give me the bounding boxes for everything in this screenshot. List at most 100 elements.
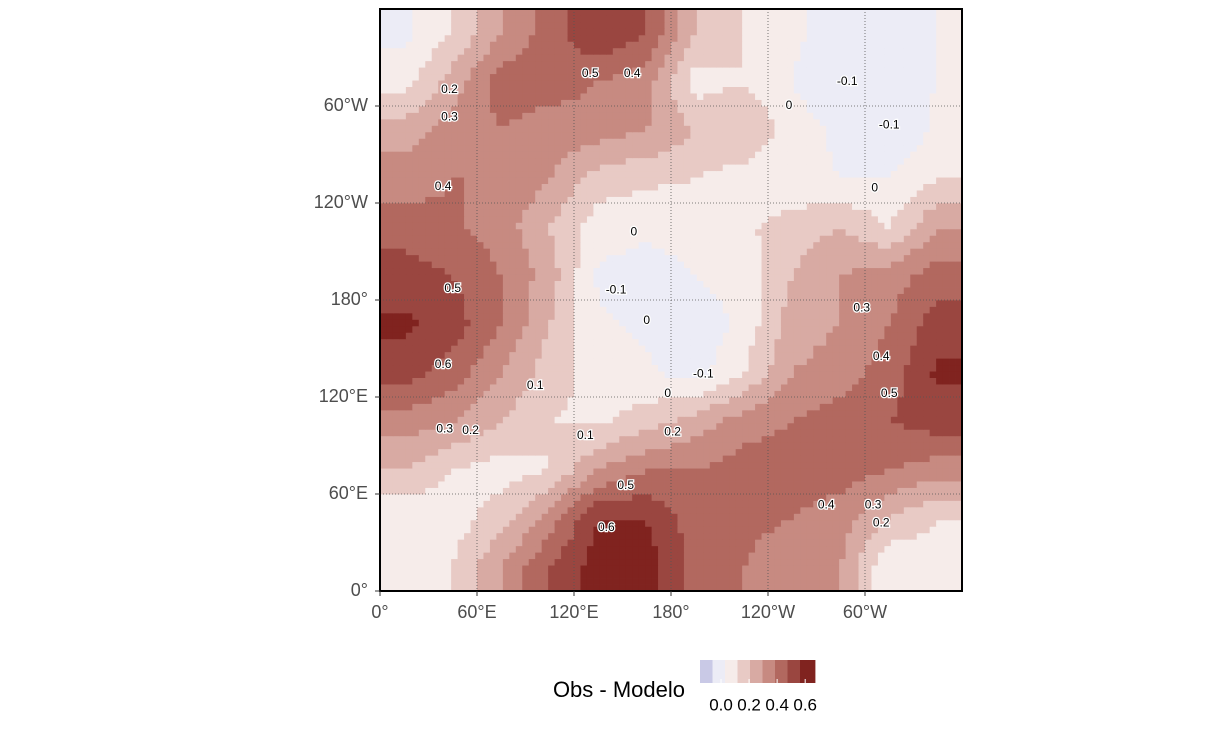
- field-cell: [418, 254, 426, 262]
- field-cell: [418, 332, 426, 340]
- field-cell: [638, 448, 646, 456]
- field-cell: [444, 241, 452, 249]
- field-cell: [949, 293, 956, 301]
- field-cell: [658, 358, 665, 366]
- field-cell: [813, 494, 821, 501]
- field-cell: [910, 545, 918, 553]
- field-cell: [716, 558, 724, 566]
- field-cell: [839, 261, 846, 269]
- field-cell: [787, 468, 795, 475]
- field-cell: [425, 539, 433, 547]
- field-cell: [515, 468, 523, 475]
- field-cell: [774, 545, 782, 553]
- field-cell: [431, 358, 439, 366]
- field-cell: [599, 261, 607, 269]
- field-cell: [755, 371, 762, 378]
- field-cell: [586, 254, 594, 262]
- field-cell: [910, 506, 918, 514]
- field-cell: [464, 377, 471, 385]
- field-cell: [612, 552, 620, 560]
- field-cell: [470, 261, 478, 269]
- field-cell: [839, 481, 846, 488]
- field-cell: [755, 325, 762, 333]
- field-cell: [793, 584, 801, 592]
- field-cell: [496, 228, 504, 236]
- field-cell: [858, 390, 866, 398]
- field-cell: [871, 539, 879, 547]
- field-cell: [865, 364, 872, 372]
- field-cell: [431, 409, 439, 417]
- field-cell: [444, 526, 452, 534]
- field-cell: [755, 397, 762, 404]
- field-cell: [541, 435, 549, 443]
- field-cell: [742, 513, 749, 521]
- field-cell: [561, 287, 568, 294]
- field-cell: [709, 442, 717, 450]
- field-cell: [826, 429, 834, 437]
- field-cell: [431, 384, 439, 391]
- field-cell: [496, 384, 504, 391]
- field-cell: [438, 377, 446, 385]
- field-cell: [942, 261, 950, 269]
- field-cell: [865, 300, 872, 307]
- field-cell: [858, 455, 866, 463]
- field-cell: [748, 364, 756, 372]
- field-cell: [722, 248, 730, 256]
- field-cell: [554, 435, 562, 443]
- field-cell: [509, 300, 517, 307]
- field-cell: [774, 274, 782, 281]
- field-cell: [903, 241, 911, 249]
- field-cell: [722, 481, 730, 488]
- field-cell: [787, 403, 795, 411]
- field-cell: [858, 429, 866, 437]
- field-cell: [470, 241, 478, 249]
- field-cell: [890, 513, 898, 521]
- field-cell: [910, 474, 918, 482]
- field-cell: [716, 455, 724, 463]
- field-cell: [890, 248, 898, 256]
- field-cell: [819, 364, 827, 372]
- field-cell: [509, 513, 517, 521]
- field-cell: [412, 332, 420, 340]
- field-cell: [418, 351, 426, 359]
- field-cell: [690, 280, 698, 288]
- field-cell: [606, 248, 614, 256]
- field-cell: [451, 474, 458, 482]
- field-cell: [703, 474, 711, 482]
- field-cell: [522, 448, 530, 456]
- field-cell: [431, 558, 439, 566]
- field-cell: [845, 494, 853, 501]
- field-cell: [625, 332, 633, 340]
- field-cell: [696, 312, 704, 320]
- field-cell: [890, 474, 898, 482]
- field-cell: [418, 384, 426, 391]
- field-cell: [709, 287, 717, 294]
- field-cell: [515, 358, 523, 366]
- field-cell: [683, 571, 691, 579]
- field-cell: [541, 552, 549, 560]
- field-cell: [942, 397, 950, 404]
- field-cell: [580, 539, 588, 547]
- field-cell: [735, 325, 743, 333]
- field-cell: [865, 280, 872, 288]
- field-cell: [949, 384, 956, 391]
- field-cell: [936, 254, 943, 262]
- field-cell: [658, 351, 665, 359]
- field-cell: [515, 539, 523, 547]
- field-cell: [561, 539, 568, 547]
- field-cell: [477, 300, 484, 307]
- field-cell: [826, 539, 834, 547]
- field-cell: [586, 351, 594, 359]
- field-cell: [916, 390, 924, 398]
- field-cell: [567, 300, 575, 307]
- field-cell: [696, 274, 704, 281]
- field-cell: [386, 506, 394, 514]
- field-cell: [425, 274, 433, 281]
- field-cell: [845, 558, 853, 566]
- field-cell: [638, 571, 646, 579]
- field-cell: [380, 397, 387, 404]
- field-cell: [787, 494, 795, 501]
- field-cell: [800, 261, 808, 269]
- field-cell: [936, 325, 943, 333]
- field-cell: [929, 429, 937, 437]
